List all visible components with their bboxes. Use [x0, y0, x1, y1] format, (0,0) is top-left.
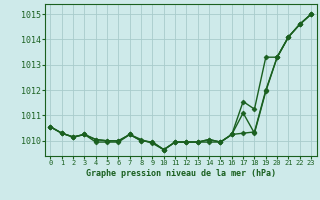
X-axis label: Graphe pression niveau de la mer (hPa): Graphe pression niveau de la mer (hPa)	[86, 169, 276, 178]
